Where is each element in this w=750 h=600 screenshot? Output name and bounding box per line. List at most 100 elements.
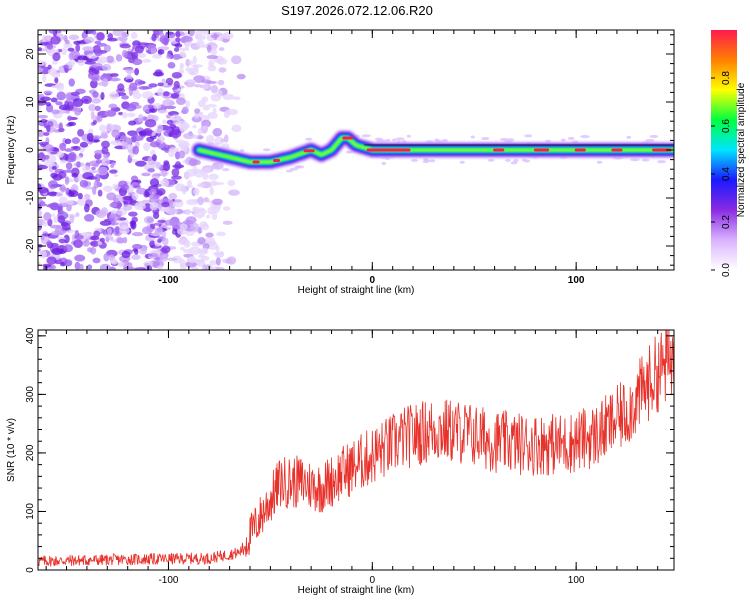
heatmap-blob: [101, 63, 112, 71]
heatmap-blob: [153, 222, 161, 226]
heatmap-blob: [116, 200, 122, 210]
heatmap-blob: [51, 166, 57, 170]
heatmap-blob: [50, 97, 58, 103]
heatmap-blob: [173, 47, 180, 52]
heatmap-blob: [101, 140, 110, 149]
heatmap-blob: [181, 106, 189, 115]
heatmap-blob: [121, 112, 128, 119]
heatmap-blob: [67, 115, 72, 122]
heatmap-blob: [215, 266, 225, 270]
heatmap-blob: [110, 77, 121, 82]
heatmap-blob: [38, 249, 47, 259]
heatmap-blob: [183, 140, 189, 146]
heatmap-blob: [178, 238, 190, 246]
heatmap-blob: [144, 47, 149, 51]
heatmap-blob: [171, 71, 182, 79]
heatmap-blob: [128, 87, 133, 97]
heatmap-blob: [202, 106, 210, 111]
heatmap-blob: [56, 91, 66, 101]
heatmap-blob: [56, 151, 64, 158]
heatmap-blob: [207, 111, 218, 119]
x-tick-label: 100: [568, 275, 585, 286]
heatmap-blob: [128, 120, 137, 126]
heatmap-blob: [216, 89, 223, 98]
heatmap-blob: [179, 124, 189, 132]
heatmap-blob: [206, 55, 218, 60]
heatmap-blob: [135, 160, 147, 167]
heatmap-blob: [136, 187, 147, 195]
heatmap-blob: [147, 104, 154, 110]
heatmap-blob: [46, 42, 54, 50]
heatmap-blob: [66, 101, 74, 111]
heatmap-blob: [513, 158, 519, 162]
heatmap-blob: [225, 109, 231, 116]
heatmap-blob: [210, 48, 218, 56]
heatmap-blob: [188, 60, 194, 66]
heatmap-blob: [106, 192, 117, 201]
heatmap-blob: [144, 119, 157, 128]
heatmap-blob: [157, 188, 166, 196]
heatmap-blob: [88, 169, 98, 174]
heatmap-blob: [77, 192, 83, 200]
heatmap-blob: [222, 220, 233, 225]
colorbar-tick-label: 0.6: [721, 119, 732, 133]
heatmap-blob: [96, 42, 107, 47]
heatmap-blob: [63, 244, 73, 253]
heatmap-blob: [83, 193, 91, 200]
heatmap-blob: [115, 54, 123, 62]
heatmap-blob: [151, 33, 157, 42]
heatmap-blob: [92, 91, 99, 98]
heatmap-blob: [91, 135, 102, 140]
heatmap-blob: [161, 230, 167, 238]
heatmap-blob: [120, 184, 130, 191]
heatmap-blob: [137, 52, 147, 59]
heatmap-blob: [141, 172, 151, 177]
heatmap-blob: [204, 264, 212, 270]
heatmap-blob: [97, 189, 103, 197]
heatmap-blob: [79, 179, 89, 188]
heatmap-blob: [86, 53, 98, 59]
heatmap-blob: [222, 31, 234, 40]
heatmap-blob: [38, 164, 48, 170]
heatmap-blob: [63, 35, 68, 42]
heatmap-blob: [49, 224, 61, 229]
heatmap-blob: [166, 119, 174, 125]
heatmap-blob: [94, 105, 101, 112]
heatmap-blob: [59, 159, 67, 164]
heatmap-blob: [96, 115, 103, 122]
heatmap-blob: [40, 234, 45, 241]
spectrogram-ylabel: Frequency (Hz): [6, 116, 17, 185]
heatmap-blob: [130, 32, 138, 40]
heatmap-blob: [198, 250, 207, 255]
heatmap-blob: [148, 83, 158, 88]
heatmap-blob: [209, 180, 218, 187]
heatmap-blob: [108, 213, 121, 222]
heatmap-blob: [166, 53, 173, 59]
heatmap-blob: [186, 179, 193, 187]
heatmap-blob: [190, 222, 200, 232]
heatmap-blob: [143, 215, 155, 224]
heatmap-blob: [206, 214, 211, 219]
heatmap-blob: [232, 96, 241, 101]
heatmap-blob: [122, 236, 128, 244]
heatmap-blob: [62, 64, 69, 70]
heatmap-blob: [202, 243, 210, 250]
heatmap-blob: [96, 59, 103, 64]
heatmap-blob: [143, 261, 155, 267]
colorbar-ticks: 0.0 0.2 0.4 0.6 0.8: [711, 71, 732, 277]
heatmap-blob: [141, 86, 153, 90]
heatmap-blob: [57, 215, 66, 224]
heatmap-blob: [168, 149, 175, 158]
heatmap-blob: [218, 67, 227, 73]
heatmap-blob: [38, 219, 43, 229]
heatmap-blob: [88, 103, 97, 112]
heatmap-layer: [38, 30, 674, 270]
heatmap-blob: [159, 179, 170, 187]
heatmap-blob: [185, 100, 191, 108]
heatmap-blob: [143, 142, 151, 152]
heatmap-blob: [119, 226, 130, 235]
heatmap-blob: [66, 93, 72, 102]
heatmap-blob: [48, 180, 59, 189]
heatmap-blob: [108, 254, 115, 260]
heatmap-blob: [102, 185, 113, 193]
